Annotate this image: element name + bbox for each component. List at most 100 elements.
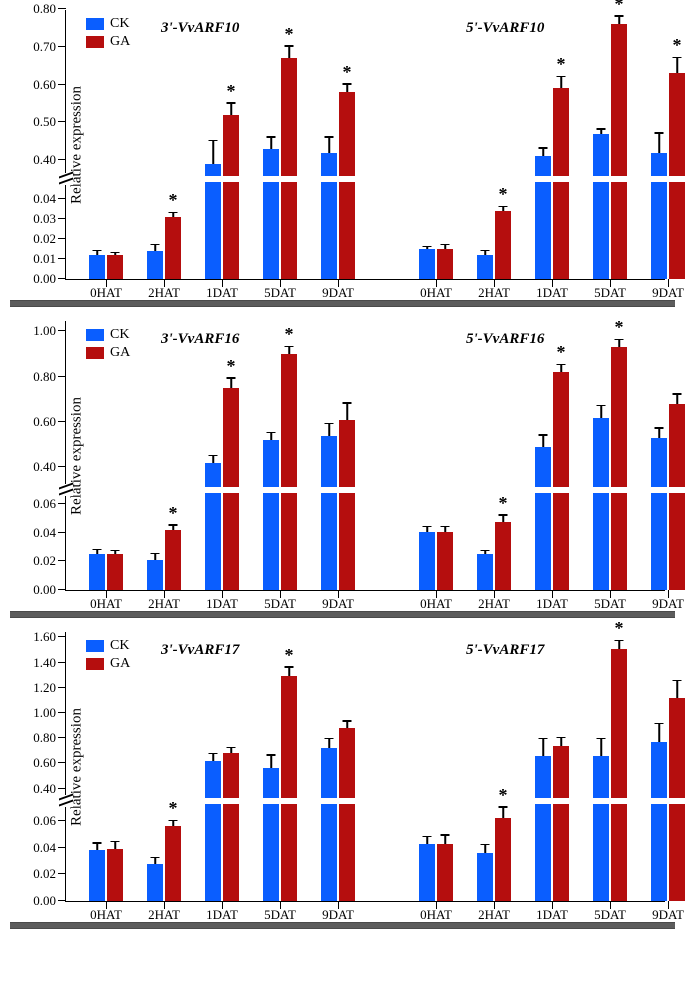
x-tick-label: 2HAT — [478, 285, 510, 301]
bar-ga — [437, 532, 453, 591]
legend-label-ck: CK — [110, 16, 129, 32]
y-tick-label: 0.60 — [33, 77, 56, 93]
bar-break-gap — [261, 176, 281, 182]
panel-divider — [10, 300, 675, 307]
bar-ck — [89, 255, 105, 279]
x-tick-label: 9DAT — [652, 285, 684, 301]
error-bar — [114, 842, 116, 849]
bar-break-gap — [609, 798, 629, 804]
legend-item-ck: CK — [86, 327, 130, 343]
bar-ck — [321, 153, 337, 279]
error-cap — [169, 524, 178, 526]
legend-item-ck: CK — [86, 638, 130, 654]
bar-ga — [553, 746, 569, 901]
legend-swatch-ga — [86, 36, 104, 48]
error-bar — [172, 821, 174, 826]
bar-ck — [89, 554, 105, 590]
y-tick-label: 1.00 — [33, 705, 56, 721]
x-tick-label: 2HAT — [478, 907, 510, 923]
bar-ga — [339, 728, 355, 901]
bar-ga — [495, 211, 511, 279]
chart-panel: Relative expression CK GA 3'-VvARF175'-V… — [10, 632, 675, 902]
error-cap — [481, 550, 490, 552]
bar-break-gap — [591, 176, 611, 182]
bar-ck — [147, 560, 163, 590]
bar-ga — [165, 530, 181, 590]
bar-ga — [107, 554, 123, 590]
x-tick-label: 1DAT — [206, 907, 238, 923]
error-bar — [288, 47, 290, 58]
error-bar — [658, 724, 660, 742]
y-tick-label: 0.40 — [33, 781, 56, 797]
y-tick — [58, 532, 66, 533]
x-tick-label: 1DAT — [206, 596, 238, 612]
y-tick — [58, 8, 66, 9]
error-cap — [597, 128, 606, 130]
bar-ck — [535, 156, 551, 279]
bar-break-gap — [649, 487, 669, 493]
error-cap — [481, 844, 490, 846]
bar-break-gap — [279, 487, 299, 493]
significance-star: * — [227, 81, 236, 102]
legend: CK GA — [86, 327, 130, 363]
legend-swatch-ga — [86, 658, 104, 670]
error-bar — [154, 245, 156, 251]
error-bar — [426, 527, 428, 531]
legend-swatch-ck — [86, 18, 104, 30]
error-bar — [346, 722, 348, 728]
bar-ga — [495, 522, 511, 591]
significance-star: * — [343, 62, 352, 83]
error-bar — [230, 379, 232, 388]
x-tick-label: 2HAT — [148, 285, 180, 301]
error-cap — [111, 252, 120, 254]
bar-ga — [165, 826, 181, 901]
bar-ga — [553, 372, 569, 590]
bar-ck — [419, 844, 435, 901]
error-cap — [169, 212, 178, 214]
error-bar — [658, 134, 660, 153]
y-tick-label: 0.80 — [33, 1, 56, 17]
error-cap — [557, 364, 566, 366]
x-tick-label: 9DAT — [322, 596, 354, 612]
x-tick-label: 2HAT — [148, 907, 180, 923]
significance-star: * — [285, 645, 294, 666]
bar-ck — [651, 438, 667, 590]
x-tick-label: 1DAT — [536, 907, 568, 923]
bar-ck — [321, 748, 337, 901]
error-bar — [676, 58, 678, 73]
error-cap — [209, 455, 218, 457]
bar-ga — [669, 698, 685, 901]
bars-container: ****** — [66, 321, 665, 590]
y-tick — [58, 330, 66, 331]
bar-ga — [281, 58, 297, 279]
bars-container: **** — [66, 632, 665, 901]
significance-star: * — [169, 190, 178, 211]
x-tick-label: 5DAT — [264, 285, 296, 301]
subtitle-left: 3'-VvARF17 — [161, 642, 239, 659]
bar-ck — [535, 756, 551, 901]
bar-ck — [263, 768, 279, 901]
error-bar — [600, 739, 602, 755]
bar-ck — [205, 463, 221, 590]
significance-star: * — [169, 503, 178, 524]
error-bar — [560, 365, 562, 372]
error-bar — [502, 207, 504, 211]
x-tick-label: 1DAT — [536, 596, 568, 612]
y-tick — [58, 687, 66, 688]
bar-ck — [593, 134, 609, 279]
error-cap — [423, 246, 432, 248]
bar-break-gap — [649, 798, 669, 804]
x-tick-label: 5DAT — [264, 907, 296, 923]
y-tick-label: 0.80 — [33, 369, 56, 385]
bar-ck — [651, 742, 667, 901]
error-cap — [557, 76, 566, 78]
error-bar — [114, 253, 116, 255]
error-bar — [560, 738, 562, 746]
plot-area: CK GA 3'-VvARF165'-VvARF160.000.020.040.… — [65, 321, 665, 591]
x-tick-label: 5DAT — [594, 907, 626, 923]
error-bar — [154, 858, 156, 863]
bar-ga — [495, 818, 511, 901]
error-bar — [600, 406, 602, 417]
bar-break-gap — [533, 176, 553, 182]
y-tick-label: 1.60 — [33, 629, 56, 645]
